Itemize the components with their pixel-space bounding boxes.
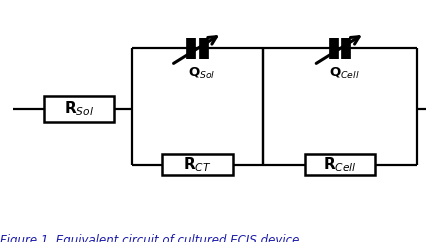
Text: Q$_{Sol}$: Q$_{Sol}$ — [188, 66, 215, 81]
Text: R$_{CT}$: R$_{CT}$ — [183, 155, 212, 174]
Text: Q$_{Cell}$: Q$_{Cell}$ — [328, 66, 359, 81]
Text: R$_{Cell}$: R$_{Cell}$ — [323, 155, 356, 174]
FancyBboxPatch shape — [162, 154, 232, 175]
FancyBboxPatch shape — [304, 154, 374, 175]
FancyBboxPatch shape — [44, 96, 114, 122]
Text: Figure 1. Equivalent circuit of cultured ECIS device.: Figure 1. Equivalent circuit of cultured… — [0, 234, 303, 242]
Text: R$_{Sol}$: R$_{Sol}$ — [64, 99, 94, 118]
